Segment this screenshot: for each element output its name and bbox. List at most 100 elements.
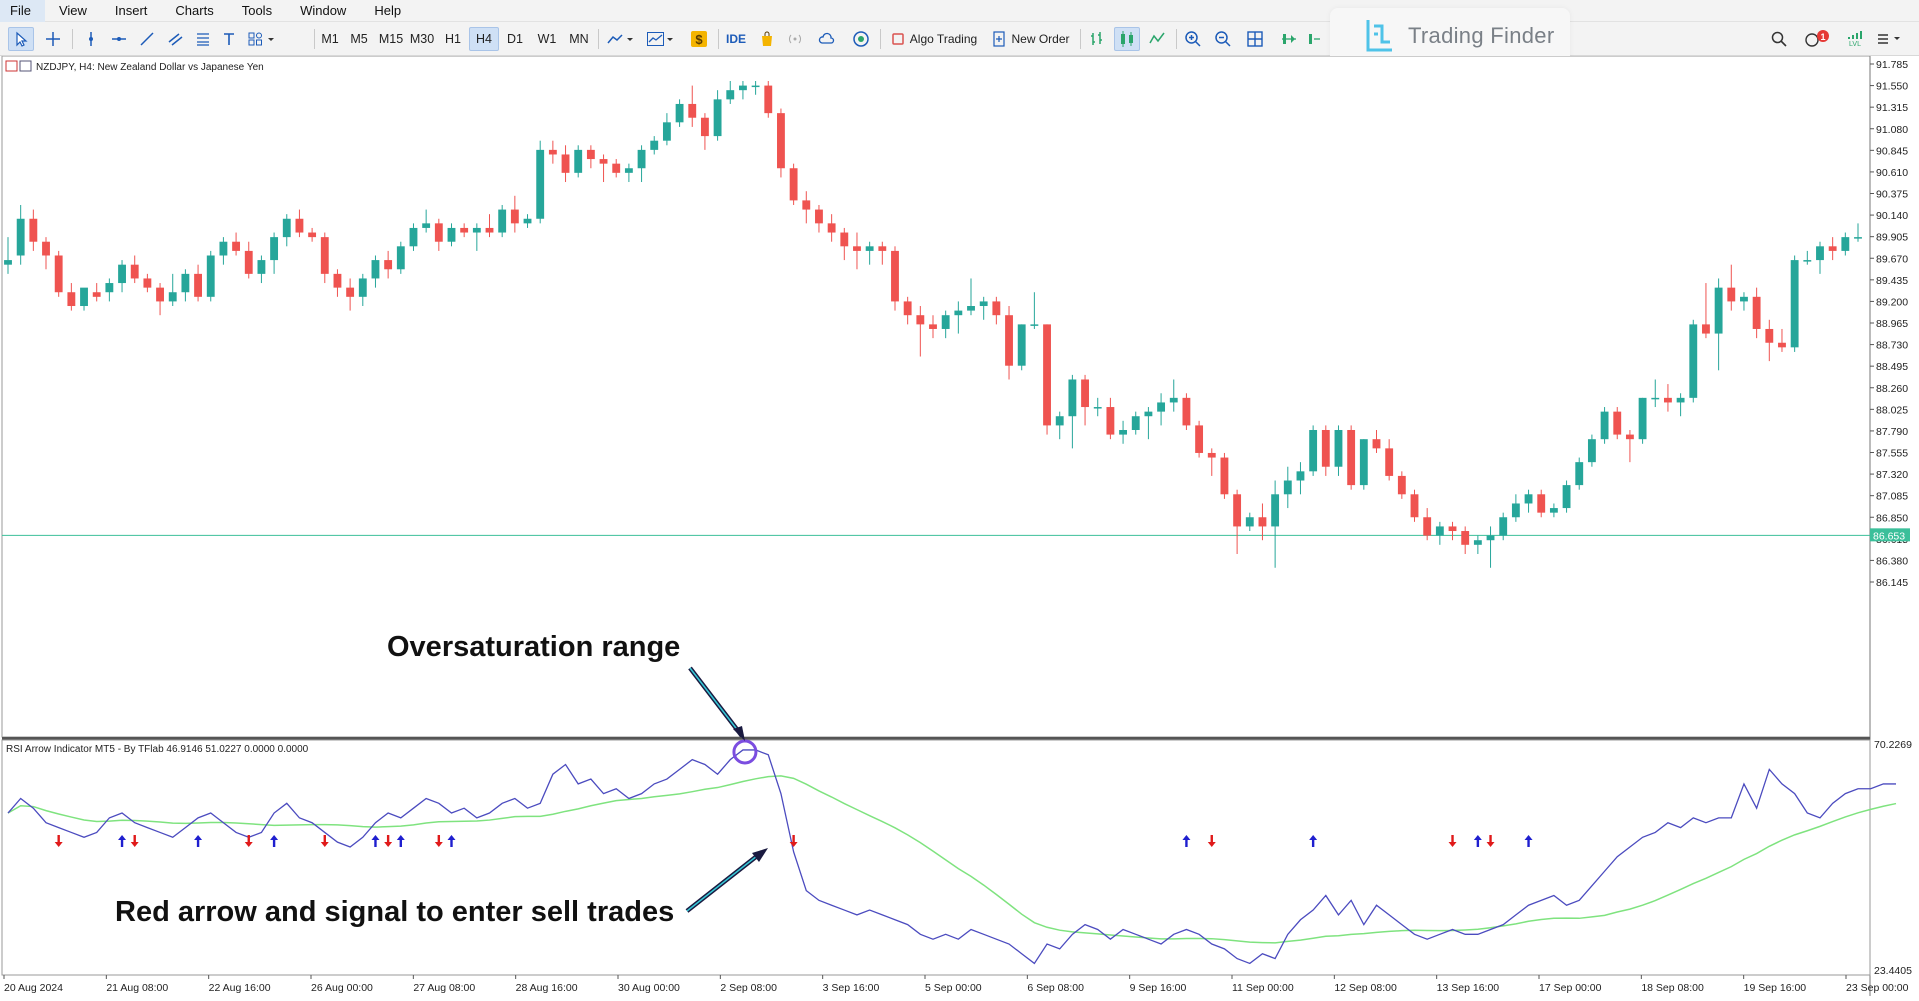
timeframe-m1[interactable]: M1: [321, 32, 339, 46]
bear-candle: [586, 149, 595, 160]
timeframe-h1[interactable]: H1: [445, 32, 461, 46]
community-button[interactable]: [850, 27, 872, 51]
autoscroll-button[interactable]: [1278, 27, 1300, 51]
time-label: 12 Sep 08:00: [1334, 982, 1397, 994]
indicators-button[interactable]: [644, 27, 678, 51]
zoom-in-button[interactable]: [1182, 27, 1204, 51]
timeframe-m30[interactable]: M30: [409, 32, 435, 46]
bar-chart-button[interactable]: [1086, 27, 1108, 51]
time-label: 28 Aug 16:00: [516, 982, 578, 994]
layout-icon: [1878, 34, 1900, 44]
indicators-icon: [647, 32, 673, 46]
algo-trading-button[interactable]: Algo Trading: [888, 27, 980, 51]
experts-button[interactable]: $: [688, 27, 710, 51]
layout-button[interactable]: [1874, 27, 1908, 51]
zoom-out-button[interactable]: [1212, 27, 1234, 51]
timeframe-d1[interactable]: D1: [507, 32, 523, 46]
trendline-button[interactable]: [136, 27, 158, 51]
cursor-tool-button[interactable]: [8, 27, 34, 51]
timeframe-mn[interactable]: MN: [569, 32, 589, 46]
line-chart-icon: [607, 34, 633, 44]
candlestick-button[interactable]: [1114, 27, 1140, 51]
horizontal-line-icon: [112, 37, 126, 41]
notification-icon: 1: [1805, 30, 1829, 47]
bull-candle: [1271, 494, 1280, 527]
bear-candle: [777, 113, 785, 169]
fibonacci-button[interactable]: [192, 27, 214, 51]
menu-help[interactable]: Help: [374, 2, 402, 18]
buy-arrow: [371, 835, 380, 847]
price-label: 89.670: [1876, 253, 1908, 265]
signal-line: [7, 775, 1897, 944]
bull-candle: [1600, 411, 1609, 440]
bear-candle: [1625, 434, 1634, 440]
bear-candle: [1372, 439, 1381, 449]
signals-button[interactable]: [784, 27, 806, 51]
horizontal-line-button[interactable]: [108, 27, 130, 51]
vertical-line-button[interactable]: [80, 27, 102, 51]
line-chart-button[interactable]: [1146, 27, 1168, 51]
annotation-arrow-top: [688, 666, 745, 741]
bull-candle: [1093, 407, 1102, 409]
bear-candle: [295, 218, 304, 233]
chart-menu-icon[interactable]: [5, 60, 18, 72]
trendline-icon: [140, 32, 154, 46]
timeframe-m5[interactable]: M5: [350, 32, 368, 46]
text-tool-button[interactable]: [218, 27, 240, 51]
bull-candle: [954, 310, 963, 316]
bull-candle: [1803, 260, 1812, 262]
bull-candle: [1131, 416, 1140, 430]
text-icon: [224, 33, 234, 45]
notifications-button[interactable]: 1: [1802, 27, 1834, 51]
bull-candle: [1055, 416, 1064, 426]
search-button[interactable]: [1768, 27, 1790, 51]
new-order-button[interactable]: New Order: [988, 27, 1074, 51]
bull-candle: [713, 99, 722, 137]
timeframe-w1[interactable]: W1: [537, 32, 557, 46]
menu-charts[interactable]: Charts: [175, 2, 214, 18]
crosshair-icon: [46, 32, 60, 46]
chart-type-button[interactable]: [604, 27, 638, 51]
bull-candle: [1473, 540, 1482, 545]
bear-candle: [827, 223, 836, 233]
bear-candle: [1423, 517, 1432, 536]
price-axis: 91.785 91.550 91.315 91.080 90.845 90.610 90.3…: [1870, 59, 1908, 589]
crosshair-tool-button[interactable]: [40, 27, 66, 51]
panel-divider[interactable]: [2, 737, 1870, 740]
bull-candle: [1309, 429, 1318, 472]
ide-button[interactable]: IDE: [725, 32, 746, 46]
buy-arrow: [270, 835, 279, 847]
tile-windows-button[interactable]: [1244, 27, 1266, 51]
bear-candle: [1106, 407, 1115, 435]
bear-candle: [510, 209, 519, 224]
chart-window[interactable]: NZDJPY, H4: New Zealand Dollar vs Japane…: [0, 55, 1919, 996]
bear-candle: [700, 117, 709, 137]
bull-candle: [257, 260, 266, 274]
bear-candle: [1233, 494, 1242, 527]
signal-strength-button[interactable]: LVL: [1844, 27, 1866, 51]
menu-tools[interactable]: Tools: [241, 2, 273, 18]
timeframe-m15[interactable]: M15: [378, 32, 404, 46]
menu-insert[interactable]: Insert: [114, 2, 148, 18]
annotation-oversaturation: Oversaturation range: [387, 631, 680, 663]
bull-candle: [206, 255, 215, 297]
sell-arrow: [130, 835, 139, 847]
bear-candle: [789, 168, 798, 201]
sell-arrow: [1486, 835, 1495, 847]
shapes-button[interactable]: [244, 27, 280, 51]
chart-shift-button[interactable]: [1306, 27, 1322, 51]
chart-canvas[interactable]: NZDJPY, H4: New Zealand Dollar vs Japane…: [0, 55, 1919, 996]
bull-candle: [219, 241, 228, 256]
bear-candle: [1385, 448, 1394, 476]
menu-view[interactable]: View: [58, 2, 87, 18]
time-label: 26 Aug 00:00: [311, 982, 373, 994]
market-button[interactable]: [756, 27, 778, 51]
timeframe-h4[interactable]: H4: [469, 27, 499, 51]
bull-candle: [4, 260, 12, 265]
menu-window[interactable]: Window: [300, 2, 347, 18]
one-click-icon[interactable]: [19, 60, 32, 72]
vps-button[interactable]: [816, 27, 838, 51]
channel-button[interactable]: [164, 27, 186, 51]
bear-candle: [434, 223, 443, 242]
menu-file[interactable]: File: [0, 0, 45, 22]
